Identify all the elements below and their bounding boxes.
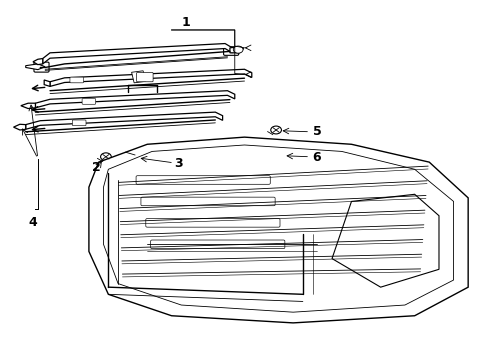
Circle shape (270, 126, 281, 134)
FancyBboxPatch shape (145, 219, 280, 227)
Bar (131, 71, 145, 83)
FancyBboxPatch shape (136, 176, 270, 184)
Circle shape (127, 154, 133, 158)
FancyBboxPatch shape (223, 47, 238, 55)
Polygon shape (42, 44, 232, 64)
Text: 3: 3 (174, 157, 183, 170)
FancyBboxPatch shape (70, 77, 83, 83)
FancyBboxPatch shape (141, 197, 275, 206)
PathPatch shape (103, 145, 453, 312)
Text: 4: 4 (29, 216, 37, 229)
Polygon shape (35, 91, 234, 108)
Polygon shape (271, 152, 280, 158)
Polygon shape (26, 112, 222, 129)
Polygon shape (21, 103, 35, 109)
Circle shape (101, 153, 111, 161)
Polygon shape (14, 124, 26, 130)
Polygon shape (269, 151, 283, 159)
PathPatch shape (89, 137, 467, 323)
Polygon shape (26, 64, 45, 69)
Text: 6: 6 (312, 151, 321, 164)
FancyBboxPatch shape (150, 240, 285, 249)
Text: 2: 2 (92, 161, 101, 174)
FancyBboxPatch shape (136, 72, 153, 82)
Polygon shape (229, 47, 243, 53)
FancyBboxPatch shape (34, 62, 49, 72)
Circle shape (233, 46, 243, 53)
Text: 5: 5 (312, 125, 321, 138)
PathPatch shape (331, 194, 438, 287)
FancyBboxPatch shape (72, 120, 86, 126)
Text: 1: 1 (182, 16, 190, 29)
Polygon shape (44, 80, 50, 86)
Polygon shape (50, 69, 251, 86)
Polygon shape (33, 59, 42, 64)
Circle shape (125, 152, 135, 159)
FancyBboxPatch shape (82, 99, 96, 104)
